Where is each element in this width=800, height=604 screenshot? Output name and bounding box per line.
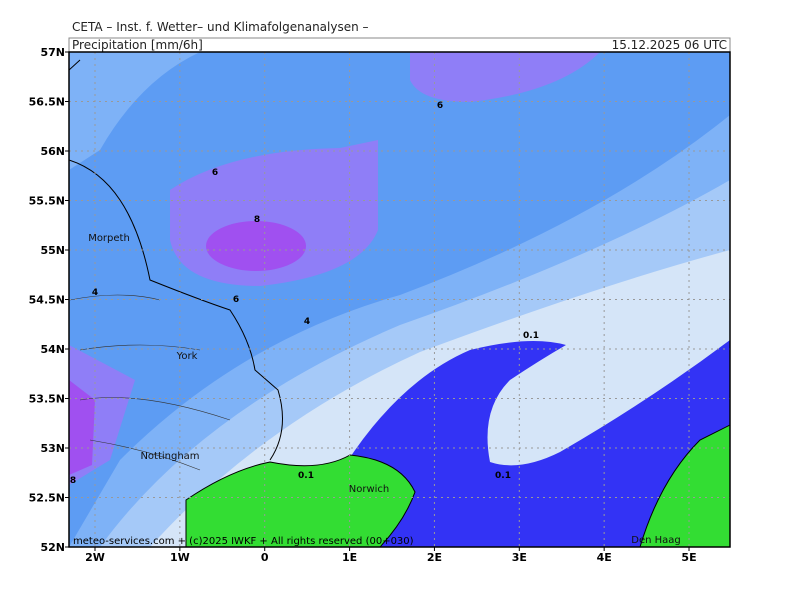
lat-label: 54.5N [29, 294, 65, 307]
purple-core [69, 380, 95, 475]
borders [69, 294, 231, 471]
lon-label: 3E [512, 551, 527, 564]
lat-label: 55.5N [29, 195, 65, 208]
lat-label: 55N [40, 244, 65, 257]
place-label: Den Haag [631, 535, 681, 546]
lat-label: 57N [40, 46, 65, 59]
land-netherlands [639, 424, 730, 547]
coastline [69, 59, 283, 461]
lat-label: 53N [40, 442, 65, 455]
lon-label: 2W [85, 551, 105, 564]
lat-label: 56.5N [29, 96, 65, 109]
contour-label: 6 [233, 295, 239, 305]
datetime: 15.12.2025 06 UTC [612, 38, 727, 52]
lon-label: 4E [597, 551, 612, 564]
field [69, 52, 730, 547]
contour-label: 0.1 [495, 471, 511, 481]
lat-label: 52.5N [29, 492, 65, 505]
lon-label: 1W [170, 551, 190, 564]
contour-label: 0.1 [298, 471, 314, 481]
lat-label: 54N [40, 343, 65, 356]
place-label: Morpeth [88, 233, 130, 244]
product: Precipitation [mm/6h] [72, 38, 203, 52]
lat-label: 56N [40, 145, 65, 158]
contour-label: 4 [92, 288, 98, 298]
contour-label: 0.1 [523, 331, 539, 341]
lon-label: 2E [427, 551, 442, 564]
grid [69, 52, 730, 547]
lon-label: 1E [342, 551, 357, 564]
contour-label: 8 [254, 215, 260, 225]
place-label: Nottingham [140, 451, 199, 462]
title: CETA – Inst. f. Wetter– und Klimafolgena… [72, 20, 369, 34]
contour-label: 8 [70, 476, 76, 486]
contour-label: 6 [437, 101, 443, 111]
contour-label: 4 [304, 317, 310, 327]
purple-area [410, 52, 600, 102]
purple-core [206, 221, 306, 271]
contour-label: 6 [212, 168, 218, 178]
rain-area [345, 340, 730, 547]
place-label: York [176, 351, 198, 362]
lon-label: 5E [681, 551, 696, 564]
lon-label: 0 [261, 551, 269, 564]
place-label: Norwich [349, 484, 390, 495]
band [69, 52, 200, 170]
lat-label: 53.5N [29, 393, 65, 406]
footer: meteo-services.com + (c)2025 IWKF + All … [73, 536, 414, 547]
lat-label: 52N [40, 541, 65, 554]
